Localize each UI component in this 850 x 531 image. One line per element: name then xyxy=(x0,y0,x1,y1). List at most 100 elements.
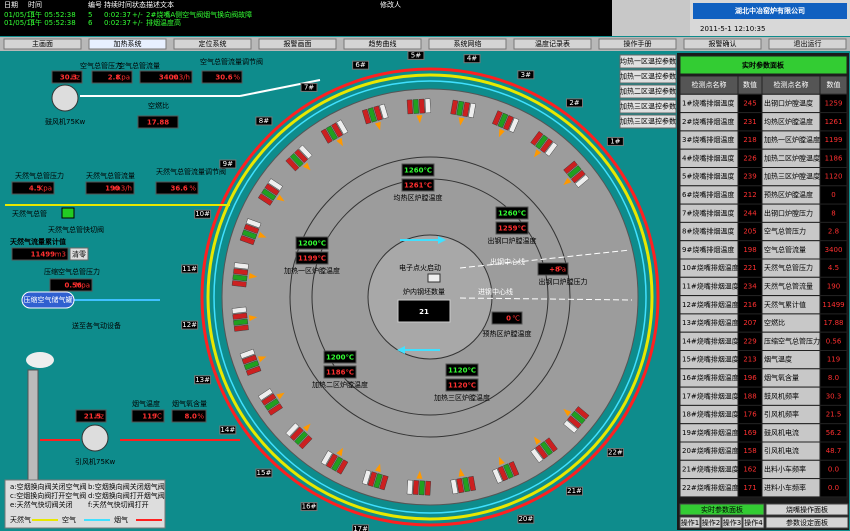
legend-item: c:空烟换向阀打开空气阀 xyxy=(10,491,86,500)
exit-line xyxy=(459,249,631,269)
nav-button[interactable] xyxy=(683,38,762,50)
table-name: 5#烧嘴排烟温度 xyxy=(682,172,734,181)
log-cell: 01/05/11 xyxy=(4,19,35,27)
readout-box xyxy=(49,278,93,292)
table-name: 2#烧嘴排烟温度 xyxy=(682,117,734,126)
panel-title-bar xyxy=(679,55,848,75)
table-value: 48.7 xyxy=(826,447,842,455)
burner-part xyxy=(503,115,514,131)
nav-button[interactable] xyxy=(3,38,82,50)
nav-button[interactable] xyxy=(428,38,507,50)
burner-part xyxy=(563,419,578,434)
zone-actual: 1186℃ xyxy=(326,369,354,377)
burner-number: 20# xyxy=(518,515,533,523)
burner-part xyxy=(331,456,344,472)
burner-part xyxy=(424,98,431,114)
nav-button[interactable] xyxy=(598,38,677,50)
burner-tag xyxy=(463,54,481,64)
burner-part xyxy=(462,101,471,117)
table-name: 14#烧嘴排烟温度 xyxy=(682,336,739,345)
burner xyxy=(530,131,558,158)
log-cell: 2#烧嘴A侧空气阀烟气换向阀故障 xyxy=(146,10,252,19)
burner-part xyxy=(243,223,260,234)
flow-arrow-head xyxy=(397,346,405,354)
zone-actual: 1259℃ xyxy=(498,225,526,233)
burner-tag xyxy=(300,82,318,92)
flue-ring xyxy=(200,67,660,527)
zone-setpoint: 1260℃ xyxy=(498,210,526,218)
readout-unit: ℃ xyxy=(512,315,520,323)
nav-button[interactable] xyxy=(343,38,422,50)
burner xyxy=(257,178,285,206)
table-name: 3#烧嘴排烟温度 xyxy=(682,135,734,144)
burner-part xyxy=(320,128,333,144)
zone-button[interactable] xyxy=(619,114,677,129)
burner-part xyxy=(241,354,258,365)
ignition-button[interactable] xyxy=(427,273,441,283)
bottom-button[interactable] xyxy=(765,503,849,516)
zone-button[interactable] xyxy=(619,69,677,84)
table-value: 8.0 xyxy=(828,374,839,382)
readout-unit: % xyxy=(189,185,196,193)
zone-label: 加热三区炉膛温度 xyxy=(434,393,490,402)
table-name: 1#烧嘴排烟温度 xyxy=(682,98,734,107)
table-value: 239 xyxy=(743,173,756,181)
log-cell: 0:02:37 xyxy=(104,11,131,19)
table-value: 1120 xyxy=(825,173,843,181)
table-value: 207 xyxy=(743,319,756,327)
zone-button-label: 加热三区温控参数 xyxy=(620,117,676,126)
burner-number: 1# xyxy=(610,137,620,145)
table-name: 18#烧嘴排烟温度 xyxy=(682,410,739,419)
bottom-button[interactable] xyxy=(721,516,743,529)
bottom-button[interactable] xyxy=(679,503,765,516)
nav-button[interactable] xyxy=(258,38,337,50)
table-name: 进料小车频率 xyxy=(764,483,806,492)
nav-button[interactable] xyxy=(88,38,167,50)
zone-button[interactable] xyxy=(619,84,677,99)
burner xyxy=(239,218,267,246)
burner-tag xyxy=(300,502,318,512)
burner-number: 7# xyxy=(304,83,314,91)
log-cell: 5 xyxy=(88,11,92,19)
burner-part xyxy=(245,218,262,229)
zone-button[interactable] xyxy=(619,54,677,69)
bottom-button[interactable] xyxy=(742,516,765,529)
log-cell: 下午 05:52:38 xyxy=(28,18,76,27)
bottom-button[interactable] xyxy=(700,516,722,529)
zone-button[interactable] xyxy=(619,99,677,114)
nav-button[interactable] xyxy=(768,38,847,50)
air-pressure-label: 空气总管压力 xyxy=(80,61,122,70)
nav-label: 加热系统 xyxy=(114,39,142,48)
table-value: 245 xyxy=(743,99,756,107)
readout-box xyxy=(139,70,193,84)
burner-part xyxy=(492,110,503,126)
burner-part xyxy=(336,459,349,475)
nav-button[interactable] xyxy=(173,38,252,50)
burner-tag xyxy=(181,320,199,330)
burner-tag xyxy=(517,70,535,80)
table-value: 1199 xyxy=(825,136,843,144)
nav-button[interactable] xyxy=(513,38,592,50)
center-disk xyxy=(367,234,493,360)
burner-part xyxy=(574,406,590,420)
table-name: 出钢口炉膛压力 xyxy=(764,208,813,217)
burner-part xyxy=(535,134,549,150)
exhaust-fan-name: 引风机75Kw xyxy=(75,457,115,466)
burner-part xyxy=(412,99,420,114)
burner-part xyxy=(232,274,248,282)
burner-part xyxy=(456,100,465,116)
bottom-button[interactable] xyxy=(679,516,701,529)
bottom-button[interactable] xyxy=(765,516,849,529)
actual-box xyxy=(401,178,435,192)
burner-part xyxy=(361,108,372,125)
burner-number: 4# xyxy=(467,55,477,63)
reset-button[interactable] xyxy=(69,247,89,261)
burner-part xyxy=(233,262,249,270)
table-header-text: 数值 xyxy=(743,80,757,89)
pressure-label: 出钢口炉膛压力 xyxy=(539,277,588,286)
billet-label: 炉内钢坯数量 xyxy=(403,287,445,296)
log-header: 持续时间 xyxy=(104,0,132,9)
burner-part xyxy=(233,324,249,332)
burner-part xyxy=(373,105,383,121)
